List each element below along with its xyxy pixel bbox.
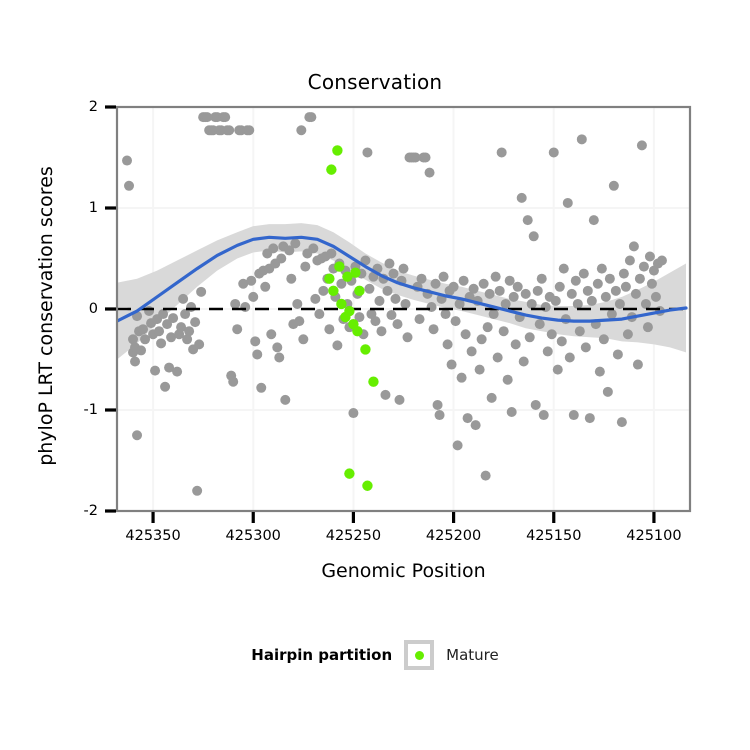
y-tick-label: 2 bbox=[88, 99, 98, 115]
legend: Hairpin partition Mature bbox=[0, 640, 750, 670]
legend-title: Hairpin partition bbox=[251, 646, 393, 664]
legend-key-mature[interactable] bbox=[404, 640, 435, 670]
x-tick-label: 425100 bbox=[626, 528, 682, 544]
x-tick-label: 425250 bbox=[325, 528, 382, 544]
page-title: Conservation bbox=[307, 70, 443, 94]
legend-label-mature: Mature bbox=[446, 646, 499, 664]
x-tick-label: 425350 bbox=[125, 528, 181, 544]
y-tick-label: -1 bbox=[83, 402, 98, 418]
x-tick-label: 425300 bbox=[225, 528, 281, 544]
x-axis-label: Genomic Position bbox=[321, 560, 486, 582]
x-tick-label: 425200 bbox=[425, 528, 482, 544]
y-tick-label: 0 bbox=[88, 301, 98, 317]
y-tick-label: -2 bbox=[83, 503, 98, 519]
legend-marker-icon bbox=[414, 650, 424, 660]
x-tick-label: 425150 bbox=[526, 528, 582, 544]
y-tick-label: 1 bbox=[88, 200, 98, 216]
